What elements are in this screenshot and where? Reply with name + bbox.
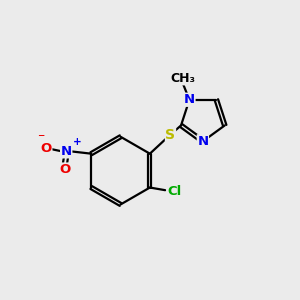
Text: ⁻: ⁻ (37, 131, 44, 146)
Text: CH₃: CH₃ (170, 72, 195, 85)
Text: N: N (197, 135, 208, 148)
Text: Cl: Cl (167, 184, 181, 198)
Text: N: N (184, 93, 195, 106)
Text: N: N (61, 145, 72, 158)
Text: +: + (73, 137, 81, 147)
Text: O: O (59, 163, 70, 176)
Text: O: O (40, 142, 52, 155)
Text: S: S (166, 128, 176, 142)
